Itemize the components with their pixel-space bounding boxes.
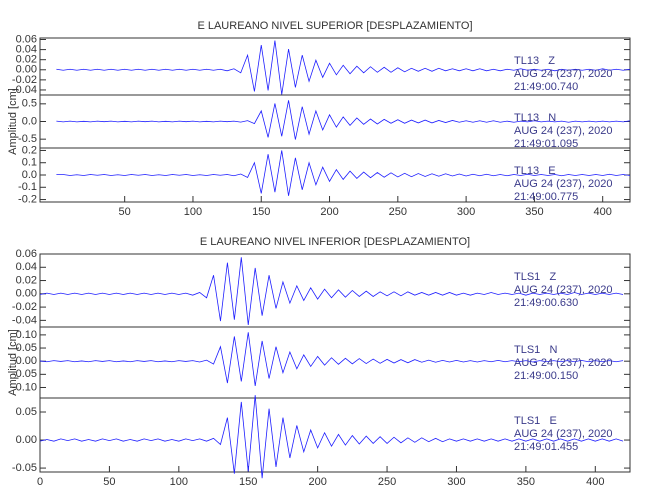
y-tick-label: 0.04 (16, 44, 37, 56)
trace (56, 40, 631, 95)
trace-station: TL13 N (514, 112, 556, 124)
y-tick-label: 0.5 (22, 98, 37, 110)
trace-date: AUG 24 (237), 2020 (514, 125, 612, 137)
x-tick-label: 50 (119, 206, 131, 218)
y-tick-label: 0.0 (22, 115, 37, 127)
trace-date: AUG 24 (237), 2020 (514, 357, 612, 369)
y-tick-label: 0.10 (16, 329, 37, 341)
y-tick-label: -0.02 (12, 74, 37, 86)
trace-time: 21:49:00.775 (514, 191, 578, 203)
y-tick-label: 0.00 (16, 64, 37, 76)
y-tick-label: 0.00 (16, 355, 37, 367)
x-tick-label: 50 (103, 476, 115, 488)
x-tick-label: 350 (517, 476, 535, 488)
y-tick-label: 0.06 (16, 248, 37, 260)
trace-station: TLS1 Z (514, 271, 556, 283)
y-tick-label: -0.04 (12, 314, 37, 326)
x-tick-label: 150 (252, 206, 270, 218)
y-tick-label: -0.5 (18, 133, 37, 145)
plot-frame (39, 397, 631, 473)
trace-date: AUG 24 (237), 2020 (514, 428, 612, 440)
panel-title: E LAUREANO NIVEL SUPERIOR [DESPLAZAMIENT… (197, 20, 472, 32)
trace-station: TLS1 N (514, 344, 557, 356)
trace-station: TLS1 E (514, 415, 557, 427)
trace (39, 257, 624, 326)
x-tick-label: 250 (389, 206, 407, 218)
y-tick-label: 0.05 (16, 342, 37, 354)
trace-time: 21:49:00.630 (514, 297, 578, 309)
trace-date: AUG 24 (237), 2020 (514, 68, 612, 80)
x-tick-label: 100 (184, 206, 202, 218)
x-tick-label: 300 (457, 206, 475, 218)
x-tick-label: 0 (37, 476, 43, 488)
trace-station: TL13 E (514, 165, 556, 177)
y-axis-label: Amplitud [cm] (7, 329, 19, 396)
y-axis-label: Amplitud [cm] (7, 88, 19, 155)
trace-time: 21:49:01.455 (514, 441, 578, 453)
x-tick-label: 350 (525, 206, 543, 218)
trace-date: AUG 24 (237), 2020 (514, 178, 612, 190)
y-tick-label: 0.02 (16, 274, 37, 286)
x-tick-label: 400 (586, 476, 604, 488)
trace-date: AUG 24 (237), 2020 (514, 284, 612, 296)
y-tick-label: -0.04 (12, 84, 37, 96)
trace-time: 21:49:01.095 (514, 138, 578, 150)
trace-time: 21:49:00.150 (514, 370, 578, 382)
y-tick-label: -0.1 (18, 181, 37, 193)
x-tick-label: 200 (308, 476, 326, 488)
y-tick-label: 0.2 (22, 144, 37, 156)
y-tick-label: 0.00 (16, 288, 37, 300)
y-tick-label: 0.0 (22, 169, 37, 181)
trace-time: 21:49:00.740 (514, 81, 578, 93)
panel-title: E LAUREANO NIVEL INFERIOR [DESPLAZAMIENT… (200, 236, 470, 248)
x-tick-label: 250 (378, 476, 396, 488)
y-tick-label: -0.2 (18, 193, 37, 205)
trace (39, 395, 624, 479)
y-tick-label: 0.00 (16, 434, 37, 446)
trace (56, 150, 631, 196)
y-tick-label: 0.04 (16, 261, 37, 273)
y-tick-label: 0.02 (16, 54, 37, 66)
y-tick-label: -0.10 (12, 381, 37, 393)
trace (56, 100, 631, 140)
x-tick-label: 200 (320, 206, 338, 218)
y-tick-label: -0.05 (12, 368, 37, 380)
y-tick-label: -0.02 (12, 301, 37, 313)
y-tick-label: 0.1 (22, 157, 37, 169)
trace (39, 332, 624, 386)
y-tick-label: 0.05 (16, 406, 37, 418)
x-tick-label: 100 (170, 476, 188, 488)
x-tick-label: 150 (239, 476, 257, 488)
x-tick-label: 300 (447, 476, 465, 488)
y-tick-label: 0.06 (16, 33, 37, 45)
trace-station: TL13 Z (514, 55, 555, 67)
y-tick-label: -0.05 (12, 462, 37, 474)
x-tick-label: 400 (594, 206, 612, 218)
